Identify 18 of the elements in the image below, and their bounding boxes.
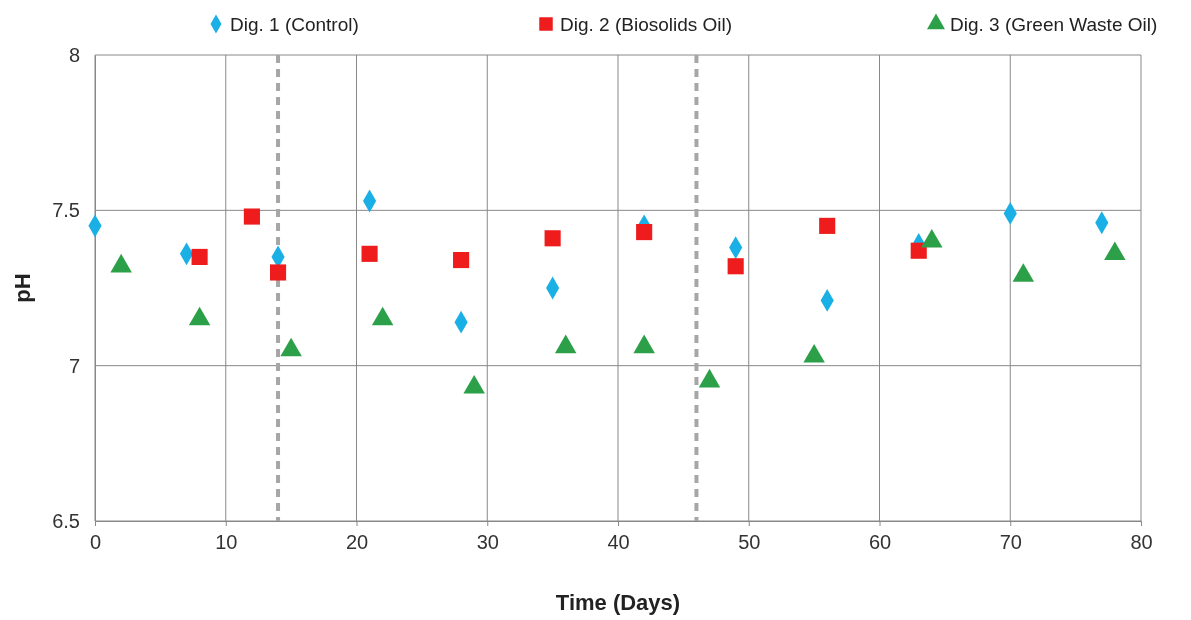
y-axis-title: pH: [10, 273, 35, 303]
y-tick-label: 7: [68, 354, 80, 377]
x-tick-label: 70: [999, 531, 1022, 553]
x-tick-label: 10: [215, 531, 238, 553]
x-tick-label: 80: [1130, 531, 1153, 553]
legend-label: Dig. 2 (Biosolids Oil): [560, 14, 733, 35]
y-tick-label: 7.5: [52, 199, 80, 222]
x-axis-title: Time (Days): [555, 590, 681, 615]
y-tick-label: 6.5: [52, 509, 80, 532]
legend-label: Dig. 3 (Green Waste Oil): [950, 14, 1158, 35]
x-tick-label: 20: [345, 531, 369, 553]
x-tick-label: 60: [868, 531, 892, 553]
y-tick-label: 8: [68, 43, 80, 66]
x-tick-label: 0: [89, 531, 102, 553]
x-tick-label: 30: [476, 531, 499, 553]
legend-label: Dig. 1 (Control): [230, 14, 359, 35]
x-tick-label: 40: [607, 531, 630, 553]
x-tick-label: 50: [738, 531, 761, 553]
